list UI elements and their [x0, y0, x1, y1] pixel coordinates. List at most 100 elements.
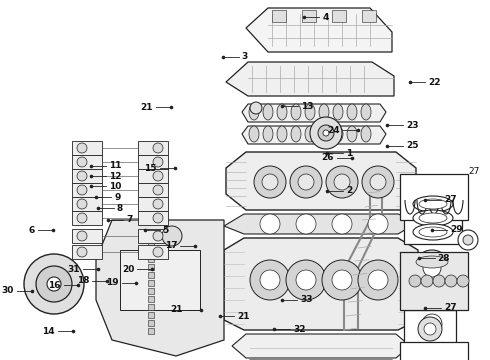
Circle shape — [318, 125, 334, 141]
Polygon shape — [138, 197, 168, 211]
Bar — [148, 240, 154, 246]
Circle shape — [77, 157, 87, 167]
Ellipse shape — [263, 126, 273, 142]
Text: 26: 26 — [321, 153, 334, 162]
Ellipse shape — [413, 224, 453, 240]
Ellipse shape — [416, 256, 448, 268]
Text: 27: 27 — [444, 195, 457, 204]
Circle shape — [77, 213, 87, 223]
Polygon shape — [72, 245, 102, 259]
Ellipse shape — [413, 196, 453, 212]
Circle shape — [370, 174, 386, 190]
Circle shape — [77, 199, 87, 209]
Bar — [272, 10, 286, 22]
Bar — [148, 272, 154, 278]
Circle shape — [36, 266, 72, 302]
Ellipse shape — [305, 126, 315, 142]
Circle shape — [296, 214, 316, 234]
Polygon shape — [226, 152, 416, 210]
Bar — [148, 328, 154, 334]
Circle shape — [77, 185, 87, 195]
Polygon shape — [138, 169, 168, 183]
Text: 19: 19 — [106, 278, 119, 287]
Polygon shape — [420, 282, 444, 334]
Circle shape — [296, 270, 316, 290]
Circle shape — [153, 157, 163, 167]
Ellipse shape — [333, 104, 343, 120]
Ellipse shape — [419, 227, 447, 237]
Text: 16: 16 — [48, 281, 61, 289]
Circle shape — [153, 143, 163, 153]
Text: 11: 11 — [109, 161, 122, 170]
Bar — [404, 310, 456, 348]
Circle shape — [77, 171, 87, 181]
Circle shape — [24, 254, 84, 314]
Ellipse shape — [333, 126, 343, 142]
Circle shape — [463, 235, 473, 245]
Circle shape — [332, 270, 352, 290]
Polygon shape — [242, 126, 386, 144]
Polygon shape — [138, 211, 168, 225]
Bar — [148, 312, 154, 318]
Ellipse shape — [305, 104, 315, 120]
Circle shape — [326, 166, 358, 198]
Text: 27: 27 — [444, 303, 457, 312]
Text: 27: 27 — [468, 167, 479, 176]
Ellipse shape — [419, 199, 447, 209]
Text: 12: 12 — [109, 172, 122, 181]
Bar — [302, 10, 316, 22]
Polygon shape — [72, 183, 102, 197]
Text: 21: 21 — [171, 305, 183, 314]
Circle shape — [260, 214, 280, 234]
Ellipse shape — [361, 126, 371, 142]
Circle shape — [358, 260, 398, 300]
Circle shape — [153, 231, 163, 241]
Text: 29: 29 — [450, 225, 463, 234]
Ellipse shape — [319, 104, 329, 120]
Circle shape — [260, 270, 280, 290]
Ellipse shape — [277, 104, 287, 120]
Text: 7: 7 — [126, 215, 133, 224]
Circle shape — [77, 143, 87, 153]
Text: 5: 5 — [163, 226, 169, 235]
Polygon shape — [96, 220, 224, 356]
Polygon shape — [72, 169, 102, 183]
Bar — [148, 320, 154, 326]
Ellipse shape — [291, 126, 301, 142]
Bar — [148, 304, 154, 310]
Text: 22: 22 — [428, 77, 441, 86]
Circle shape — [414, 250, 450, 286]
Text: 17: 17 — [165, 241, 177, 250]
Bar — [400, 174, 468, 220]
Circle shape — [153, 171, 163, 181]
Circle shape — [433, 275, 445, 287]
Circle shape — [310, 117, 342, 149]
Text: 14: 14 — [42, 327, 55, 336]
Bar — [400, 342, 468, 360]
Ellipse shape — [361, 104, 371, 120]
Circle shape — [418, 317, 442, 341]
Bar — [148, 296, 154, 302]
Text: 6: 6 — [29, 226, 35, 235]
Polygon shape — [224, 238, 418, 330]
Circle shape — [368, 214, 388, 234]
Text: 13: 13 — [301, 102, 314, 111]
Bar — [148, 288, 154, 294]
Circle shape — [368, 270, 388, 290]
Text: 23: 23 — [406, 121, 418, 130]
Ellipse shape — [413, 210, 453, 226]
Circle shape — [421, 275, 433, 287]
Circle shape — [153, 247, 163, 257]
Circle shape — [445, 275, 457, 287]
Text: 33: 33 — [300, 295, 313, 304]
Circle shape — [262, 174, 278, 190]
Ellipse shape — [319, 126, 329, 142]
Polygon shape — [138, 229, 168, 243]
Circle shape — [290, 166, 322, 198]
Ellipse shape — [347, 126, 357, 142]
Circle shape — [77, 231, 87, 241]
Circle shape — [250, 102, 262, 114]
Polygon shape — [138, 183, 168, 197]
Polygon shape — [224, 214, 418, 234]
Circle shape — [77, 247, 87, 257]
